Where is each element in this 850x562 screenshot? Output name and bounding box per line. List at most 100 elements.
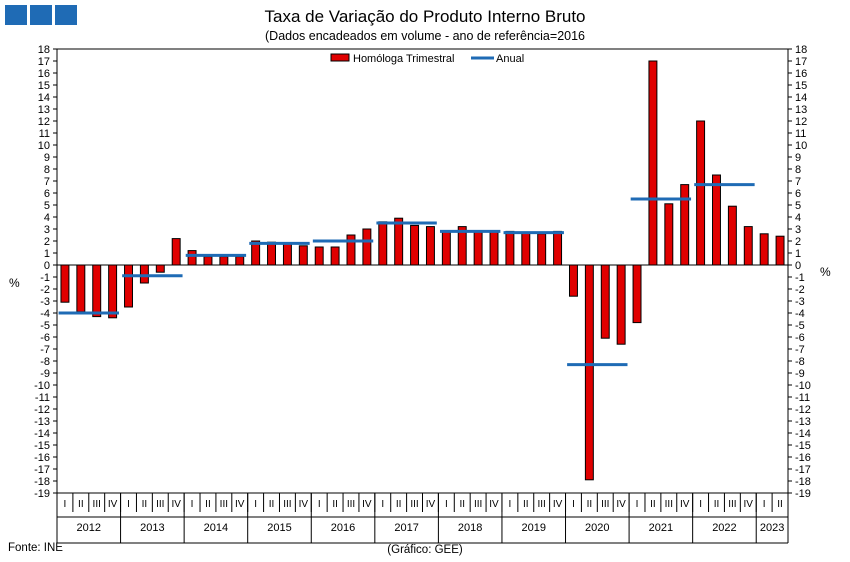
y-tick-label-right: 3 bbox=[795, 224, 801, 236]
quarter-label: IV bbox=[235, 499, 245, 510]
bar-quarterly bbox=[346, 234, 356, 266]
y-tick-label-right: 2 bbox=[795, 236, 801, 248]
bar-quarterly bbox=[410, 224, 420, 266]
y-tick-label-right: -12 bbox=[795, 404, 811, 416]
chart-subtitle: (Dados encadeados em volume - ano de ref… bbox=[265, 29, 585, 43]
y-tick-label-left: -18 bbox=[34, 476, 50, 488]
bar-quarterly bbox=[425, 226, 435, 266]
bar-quarterly bbox=[235, 256, 245, 266]
bar-quarterly bbox=[473, 230, 483, 266]
y-tick-label-right: 10 bbox=[795, 140, 807, 152]
bar-quarterly bbox=[378, 221, 388, 266]
y-tick-label-right: -14 bbox=[795, 428, 811, 440]
bar-quarterly bbox=[60, 264, 70, 303]
quarter-label: III bbox=[538, 499, 546, 510]
bar-quarterly bbox=[743, 226, 753, 266]
credit-note: (Gráfico: GEE) bbox=[387, 544, 463, 556]
y-tick-label-right: -11 bbox=[795, 392, 810, 404]
quarter-label: II bbox=[396, 499, 402, 510]
bar-quarterly bbox=[139, 264, 149, 284]
y-tick-label-left: -5 bbox=[40, 320, 50, 332]
bar-quarterly bbox=[187, 250, 197, 266]
quarter-label: III bbox=[474, 499, 482, 510]
quarter-label: II bbox=[142, 499, 148, 510]
quarter-label: II bbox=[523, 499, 529, 510]
y-tick-label-left: -19 bbox=[34, 488, 50, 500]
y-tick-label-right: -17 bbox=[795, 464, 811, 476]
y-tick-label-left: -6 bbox=[40, 332, 50, 344]
bar-quarterly bbox=[441, 230, 451, 266]
quarter-label: I bbox=[381, 499, 384, 510]
quarter-label: III bbox=[601, 499, 609, 510]
logo-block bbox=[5, 5, 27, 25]
bar-quarterly bbox=[282, 242, 292, 266]
quarter-label: I bbox=[572, 499, 575, 510]
bar-quarterly bbox=[155, 264, 165, 273]
quarter-label: III bbox=[156, 499, 164, 510]
quarter-label: III bbox=[728, 499, 736, 510]
y-tick-label-right: -3 bbox=[795, 296, 805, 308]
year-label: 2021 bbox=[649, 522, 673, 534]
y-tick-label-right: 15 bbox=[795, 80, 807, 92]
y-tick-label-right: 4 bbox=[795, 212, 801, 224]
y-tick-label-left: 11 bbox=[39, 128, 50, 140]
bar-quarterly bbox=[632, 264, 642, 324]
quarter-label: I bbox=[191, 499, 194, 510]
y-tick-label-left: 2 bbox=[44, 236, 50, 248]
y-tick-label-right: -5 bbox=[795, 320, 805, 332]
y-tick-label-left: 15 bbox=[38, 80, 50, 92]
quarter-label: I bbox=[127, 499, 130, 510]
bar-quarterly bbox=[251, 240, 261, 266]
y-tick-label-left: -17 bbox=[34, 464, 50, 476]
quarter-label: II bbox=[714, 499, 720, 510]
quarter-label: II bbox=[78, 499, 84, 510]
bar-quarterly bbox=[489, 230, 499, 266]
y-tick-label-right: -15 bbox=[795, 440, 811, 452]
y-tick-label-left: 8 bbox=[44, 164, 50, 176]
quarter-label: I bbox=[763, 499, 766, 510]
quarter-label: II bbox=[269, 499, 275, 510]
y-tick-label-left: -9 bbox=[40, 368, 50, 380]
chart-title: Taxa de Variação do Produto Interno Brut… bbox=[264, 7, 586, 26]
bar-quarterly bbox=[553, 230, 563, 266]
y-tick-label-left: -10 bbox=[34, 380, 50, 392]
bar-quarterly bbox=[219, 256, 229, 266]
legend-swatch-bar bbox=[330, 53, 350, 62]
quarter-label: IV bbox=[299, 499, 309, 510]
y-tick-label-left: 18 bbox=[38, 44, 50, 56]
y-tick-label-left: 4 bbox=[44, 212, 50, 224]
bar-quarterly bbox=[362, 228, 372, 266]
quarter-label: I bbox=[318, 499, 321, 510]
source-note: Fonte: INE bbox=[8, 542, 63, 554]
year-label: 2018 bbox=[458, 522, 482, 534]
quarter-label: IV bbox=[362, 499, 372, 510]
bar-quarterly bbox=[92, 264, 102, 318]
quarter-label: II bbox=[650, 499, 656, 510]
y-tick-label-right: -6 bbox=[795, 332, 805, 344]
year-label: 2023 bbox=[760, 522, 784, 534]
quarter-label: I bbox=[636, 499, 639, 510]
y-tick-label-right: -2 bbox=[795, 284, 805, 296]
bar-quarterly bbox=[521, 232, 531, 266]
bar-quarterly bbox=[775, 235, 785, 266]
y-tick-label-right: -4 bbox=[795, 308, 805, 320]
bar-quarterly bbox=[568, 264, 578, 297]
quarter-label: I bbox=[509, 499, 512, 510]
y-tick-label-left: -12 bbox=[34, 404, 50, 416]
quarter-label: IV bbox=[489, 499, 499, 510]
bar-quarterly bbox=[124, 264, 133, 308]
gee-logo bbox=[5, 5, 77, 25]
y-tick-label-right: -1 bbox=[795, 272, 805, 284]
quarter-label: II bbox=[332, 499, 338, 510]
y-axis-unit-right: % bbox=[820, 265, 831, 279]
quarter-label: III bbox=[283, 499, 291, 510]
bar-quarterly bbox=[584, 264, 594, 481]
quarter-label: III bbox=[665, 499, 673, 510]
y-tick-label-left: -8 bbox=[40, 356, 50, 368]
y-tick-label-left: -1 bbox=[40, 272, 50, 284]
quarter-label: I bbox=[64, 499, 67, 510]
y-tick-label-left: 10 bbox=[38, 140, 50, 152]
bar-quarterly bbox=[457, 226, 467, 266]
quarter-label: I bbox=[699, 499, 702, 510]
y-tick-label-left: -2 bbox=[40, 284, 50, 296]
